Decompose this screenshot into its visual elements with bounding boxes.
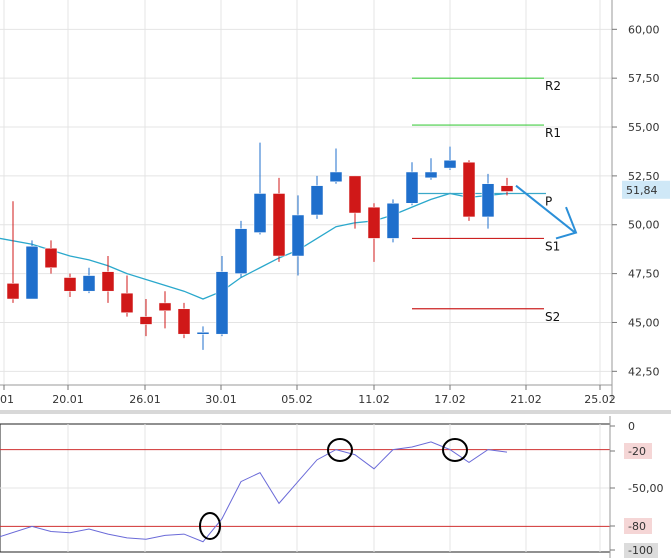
- x-tick-label: 25.02: [584, 393, 616, 406]
- osc-tag-bg: [624, 518, 652, 534]
- osc-tick-label: 0: [628, 420, 635, 433]
- y-tick-label: 50,00: [628, 219, 660, 232]
- candle-body: [215, 271, 229, 335]
- candle-body: [424, 171, 438, 179]
- forecast-arrow: [515, 184, 578, 240]
- candle-body: [6, 283, 20, 300]
- y-tick-label: 60,00: [628, 23, 660, 36]
- y-tick-label: 47,50: [628, 268, 660, 281]
- candle-body: [405, 171, 419, 204]
- candle-body: [63, 277, 77, 292]
- highlight-circle: [199, 512, 221, 540]
- x-tick-label: 20.01: [52, 393, 84, 406]
- candle-body: [120, 292, 134, 313]
- x-tick-label: 11.02: [358, 393, 390, 406]
- candle-body: [291, 214, 305, 257]
- candle-body: [500, 185, 514, 192]
- level-label-s2: S2: [545, 310, 560, 324]
- date-axis: 01 20.01 26.01 30.01 05.02 11.02 17.02 21.02 25.…: [0, 384, 616, 406]
- oscillator-series-line: [0, 441, 508, 543]
- candle-body: [272, 193, 286, 257]
- osc-tick-label: -100: [628, 544, 653, 557]
- x-tick-label: 01: [0, 393, 14, 406]
- candle-body: [82, 275, 96, 292]
- price-grid: [0, 0, 612, 385]
- y-tick-label: 45,00: [628, 316, 660, 329]
- pivot-levels: R2 R1 P S1 S2: [412, 77, 561, 324]
- osc-tag-bg: [624, 543, 658, 558]
- candlesticks: [6, 142, 514, 350]
- candle-body: [386, 202, 400, 239]
- y-tick-label: 55,00: [628, 121, 660, 134]
- candle-body: [25, 245, 39, 300]
- x-tick-label: 21.02: [510, 393, 542, 406]
- x-tick-label: 05.02: [281, 393, 313, 406]
- candle-body: [196, 331, 210, 335]
- oscillator-panel: 0 -20 -50,00 -80 -100: [0, 410, 671, 558]
- candle-body: [44, 247, 58, 268]
- candle-body: [348, 175, 362, 214]
- panel-separator: [0, 410, 671, 414]
- candle-body: [177, 308, 191, 335]
- last-price-label: 51,84: [626, 184, 658, 197]
- level-label-r2: R2: [545, 79, 561, 93]
- candle-body: [158, 302, 172, 311]
- candle-body: [367, 206, 381, 239]
- level-label-s1: S1: [545, 239, 560, 253]
- osc-tick-label: -20: [628, 445, 646, 458]
- level-label-r1: R1: [545, 126, 561, 140]
- arrow-head: [555, 206, 578, 240]
- arrow-shaft: [515, 184, 576, 234]
- candle-body: [329, 171, 343, 183]
- moving-average-line: [0, 192, 508, 300]
- candle-body: [310, 185, 324, 216]
- candle-body: [234, 228, 248, 274]
- candle-body: [253, 193, 267, 233]
- x-tick-label: 26.01: [129, 393, 161, 406]
- x-tick-label: 17.02: [434, 393, 466, 406]
- highlight-circle: [442, 438, 468, 462]
- level-label-p: P: [545, 194, 552, 208]
- x-tick-label: 30.01: [205, 393, 237, 406]
- candle-body: [462, 161, 476, 218]
- candle-body: [481, 183, 495, 218]
- candle-body: [101, 271, 115, 292]
- highlight-circles: [199, 438, 468, 540]
- y-tick-label: 52,50: [628, 170, 660, 183]
- highlight-circle: [327, 438, 353, 462]
- y-tick-label: 57,50: [628, 72, 660, 85]
- osc-tick-label: -80: [628, 520, 646, 533]
- osc-tag-bg: [624, 443, 652, 459]
- candle-body: [139, 316, 153, 325]
- price-axis: 60,00 57,50 55,00 52,50 50,00 47,50 45,00 42,50…: [611, 0, 671, 400]
- price-chart: R2 R1 P S1 S2 60,00 57,50 55,00 52,50 50,00 47,50…: [0, 0, 671, 406]
- candle-body: [443, 160, 457, 169]
- last-price-tag: [622, 180, 670, 199]
- oscillator-axis: 0 -20 -50,00 -80 -100: [609, 416, 663, 558]
- oscillator-line: [0, 441, 508, 543]
- osc-tick-label: -50,00: [628, 482, 663, 495]
- y-tick-label: 42,50: [628, 365, 660, 378]
- moving-average: [0, 192, 508, 300]
- oscillator-frame: [0, 410, 671, 553]
